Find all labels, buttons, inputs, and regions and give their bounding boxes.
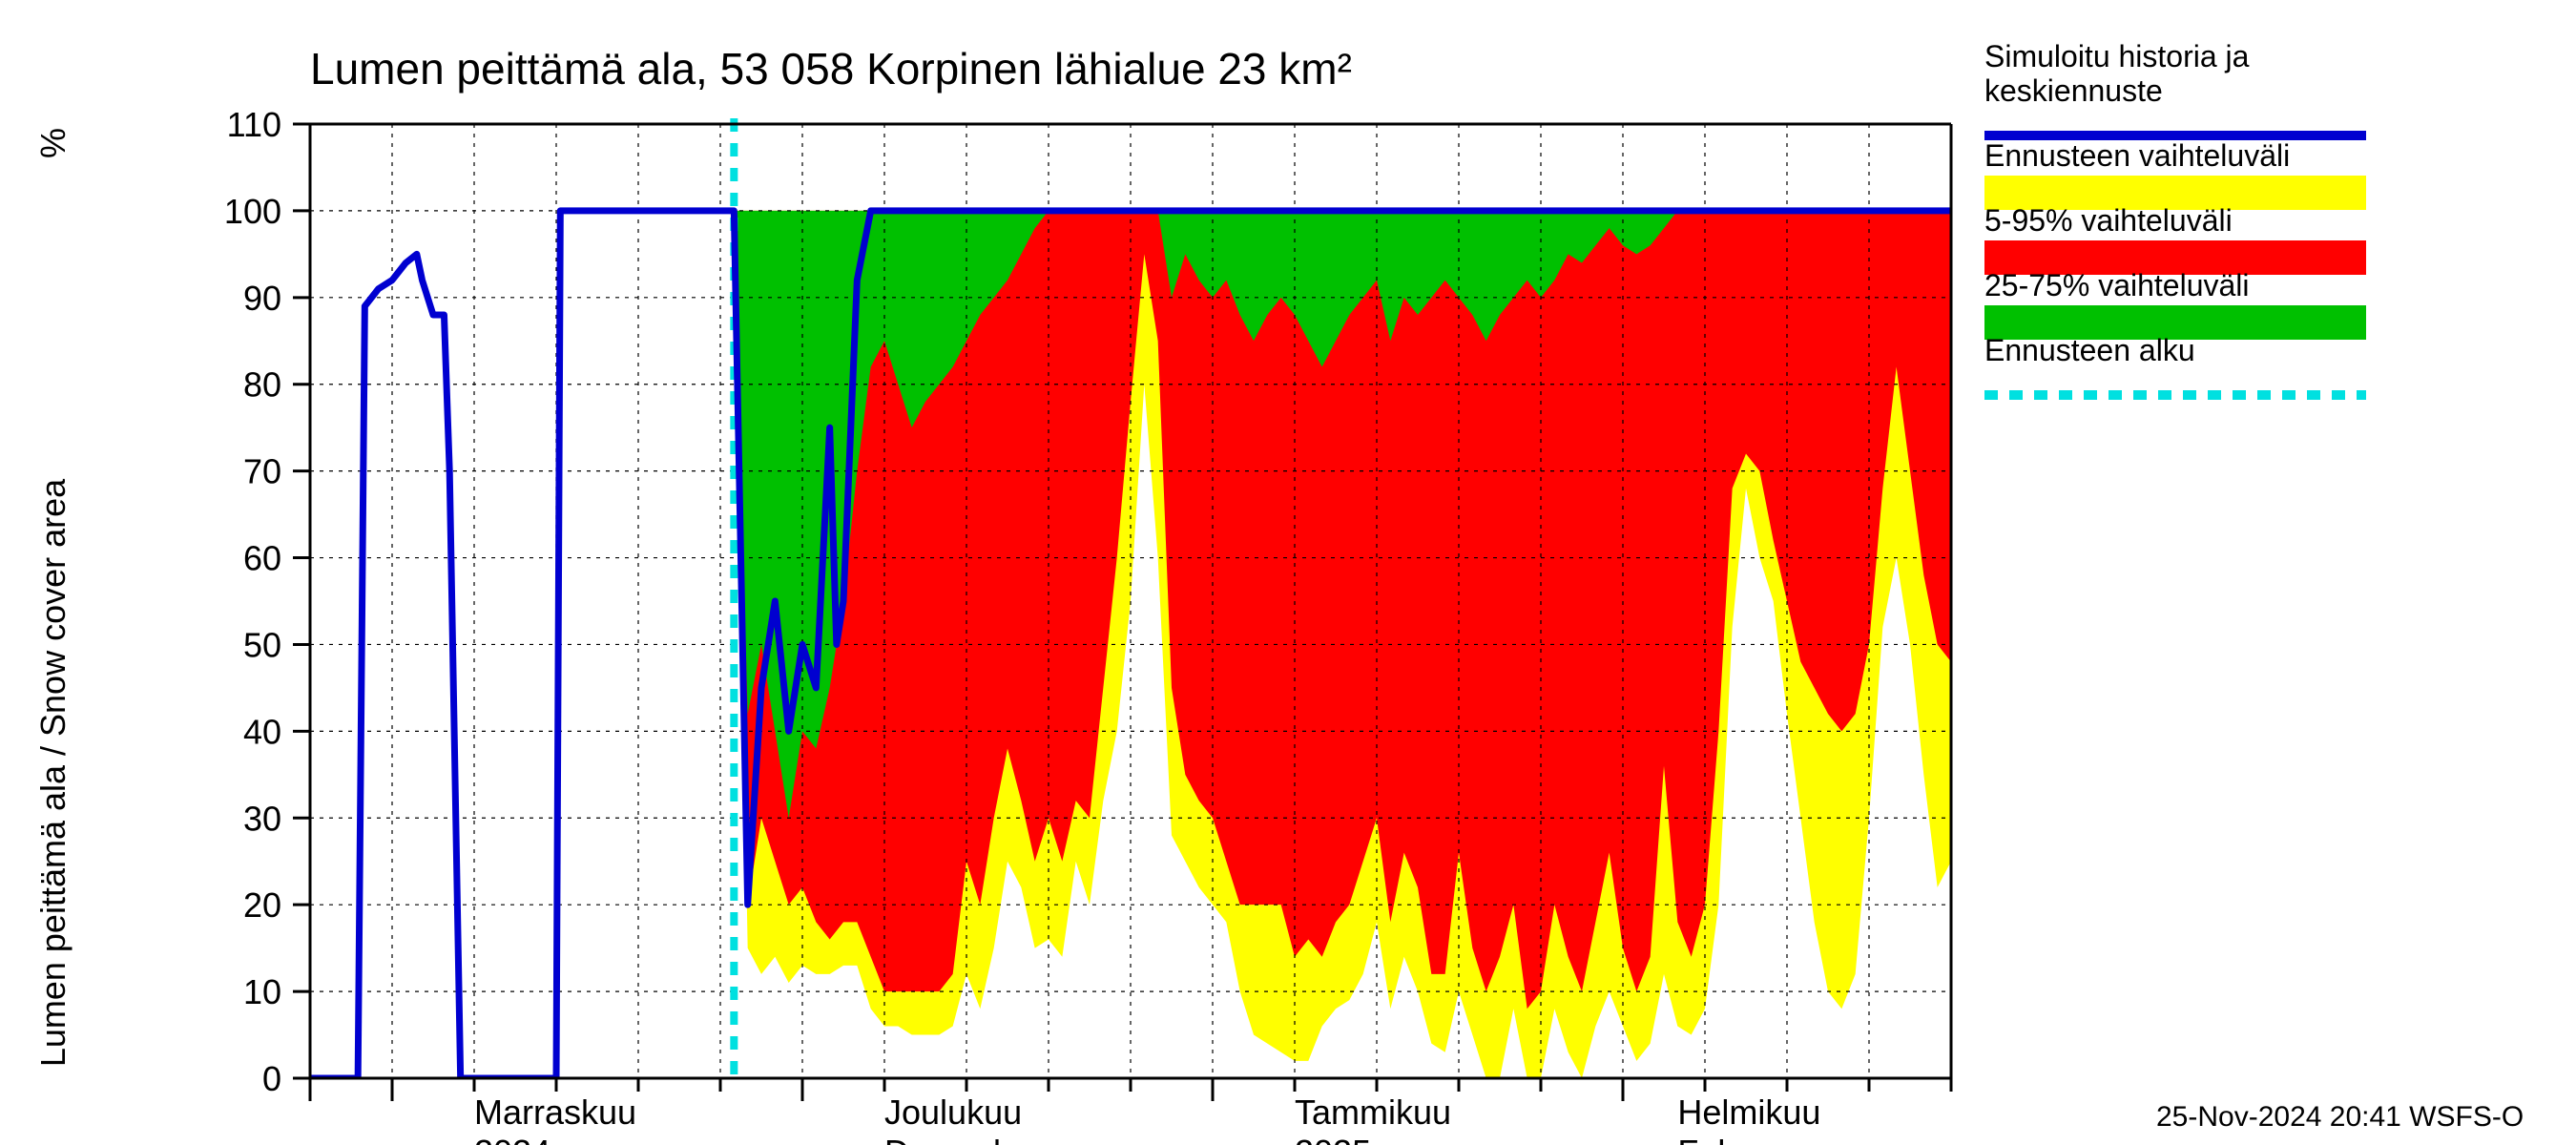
y-tick-label: 90 (243, 279, 281, 318)
y-tick-label: 30 (243, 799, 281, 838)
y-tick-label: 50 (243, 625, 281, 664)
legend-label: 25-75% vaihteluväli (1984, 268, 2250, 302)
x-label: Joulukuu (884, 1093, 1022, 1132)
y-tick-label: 20 (243, 885, 281, 925)
y-tick-label: 110 (227, 105, 281, 144)
y-tick-label: 60 (243, 539, 281, 578)
x-label: Helmikuu (1677, 1093, 1820, 1132)
legend-label: 5-95% vaihteluväli (1984, 203, 2233, 238)
y-tick-label: 10 (243, 972, 281, 1011)
chart-container: { "chart": { "type": "line+band", "title… (0, 0, 2576, 1145)
y-tick-label: 40 (243, 712, 281, 751)
y-axis-label: Lumen peittämä ala / Snow cover area (33, 478, 73, 1067)
y-axis-unit: % (33, 128, 73, 158)
legend-label: Simuloitu historia ja (1984, 39, 2250, 73)
y-tick-label: 100 (224, 192, 281, 231)
legend-label: Ennusteen vaihteluväli (1984, 138, 2290, 173)
footer-timestamp: 25-Nov-2024 20:41 WSFS-O (2156, 1101, 2524, 1133)
x-label: Marraskuu (474, 1093, 636, 1132)
y-tick-label: 0 (262, 1059, 281, 1098)
y-tick-label: 80 (243, 365, 281, 405)
legend-label: Ennusteen alku (1984, 333, 2195, 367)
x-label-sub: 2024 (474, 1133, 551, 1145)
x-label: Tammikuu (1295, 1093, 1451, 1132)
x-label-sub: February (1677, 1133, 1815, 1145)
x-label-sub: December (884, 1133, 1043, 1145)
legend-label-sub: keskiennuste (1984, 73, 2163, 108)
snow-cover-chart: Lumen peittämä ala, 53 058 Korpinen lähi… (0, 0, 2576, 1145)
chart-title: Lumen peittämä ala, 53 058 Korpinen lähi… (310, 44, 1352, 94)
x-label-sub: 2025 (1295, 1133, 1371, 1145)
y-tick-label: 70 (243, 452, 281, 491)
